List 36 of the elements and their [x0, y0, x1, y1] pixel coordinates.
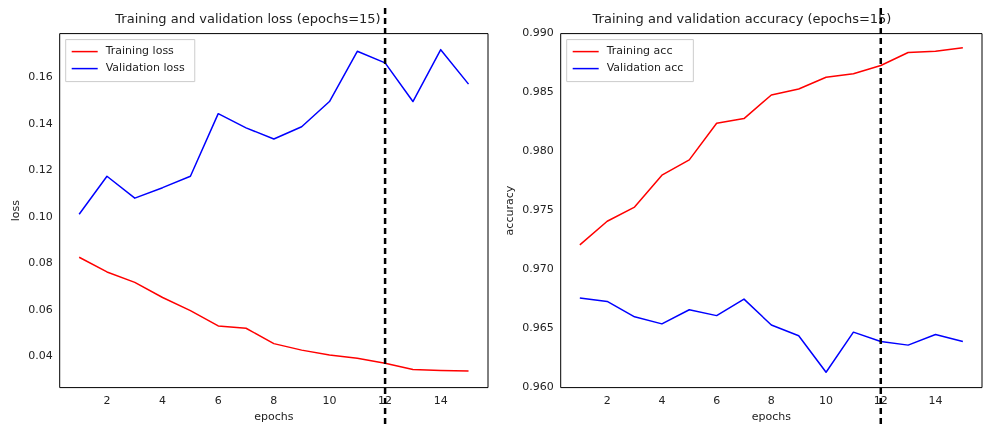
y-tick-label: 0.08 [28, 256, 53, 270]
x-tick-label: 2 [603, 394, 611, 408]
y-tick-label: 0.970 [522, 262, 554, 276]
y-tick-label: 0.985 [522, 85, 554, 99]
y-tick-label: 0.16 [28, 69, 53, 83]
x-tick-label: 4 [159, 394, 167, 408]
x-tick-label: 8 [767, 394, 775, 408]
x-tick-label: 10 [819, 394, 834, 408]
x-tick-label: 4 [658, 394, 666, 408]
y-tick-label: 0.965 [522, 321, 554, 335]
x-tick-label: 14 [928, 394, 943, 408]
x-tick-label: 10 [322, 394, 337, 408]
x-tick-label: 2 [103, 394, 111, 408]
legend-label: Training loss [104, 44, 175, 58]
x-tick-label: 6 [713, 394, 721, 408]
y-tick-label: 0.960 [522, 380, 554, 394]
legend-label: Validation acc [606, 61, 684, 75]
y-axis-title: loss [9, 199, 23, 222]
y-tick-label: 0.980 [522, 144, 554, 158]
y-tick-label: 0.990 [522, 26, 554, 40]
y-axis-title: accuracy [503, 185, 517, 236]
x-axis-title: epochs [751, 410, 792, 424]
chart-title: Training and validation loss (epochs=15) [114, 11, 381, 27]
chart-title: Training and validation accuracy (epochs=15) [591, 11, 892, 27]
y-tick-label: 0.12 [28, 163, 53, 177]
y-tick-label: 0.04 [28, 349, 53, 363]
y-tick-label: 0.975 [522, 203, 554, 217]
x-tick-label: 8 [270, 394, 278, 408]
x-tick-label: 14 [433, 394, 448, 408]
x-tick-label: 6 [214, 394, 222, 408]
y-tick-label: 0.10 [28, 209, 53, 223]
legend-label: Training acc [605, 44, 673, 58]
x-axis-title: epochs [254, 410, 294, 424]
y-tick-label: 0.14 [28, 116, 53, 130]
y-tick-label: 0.06 [28, 302, 53, 316]
legend-label: Validation loss [105, 61, 186, 75]
